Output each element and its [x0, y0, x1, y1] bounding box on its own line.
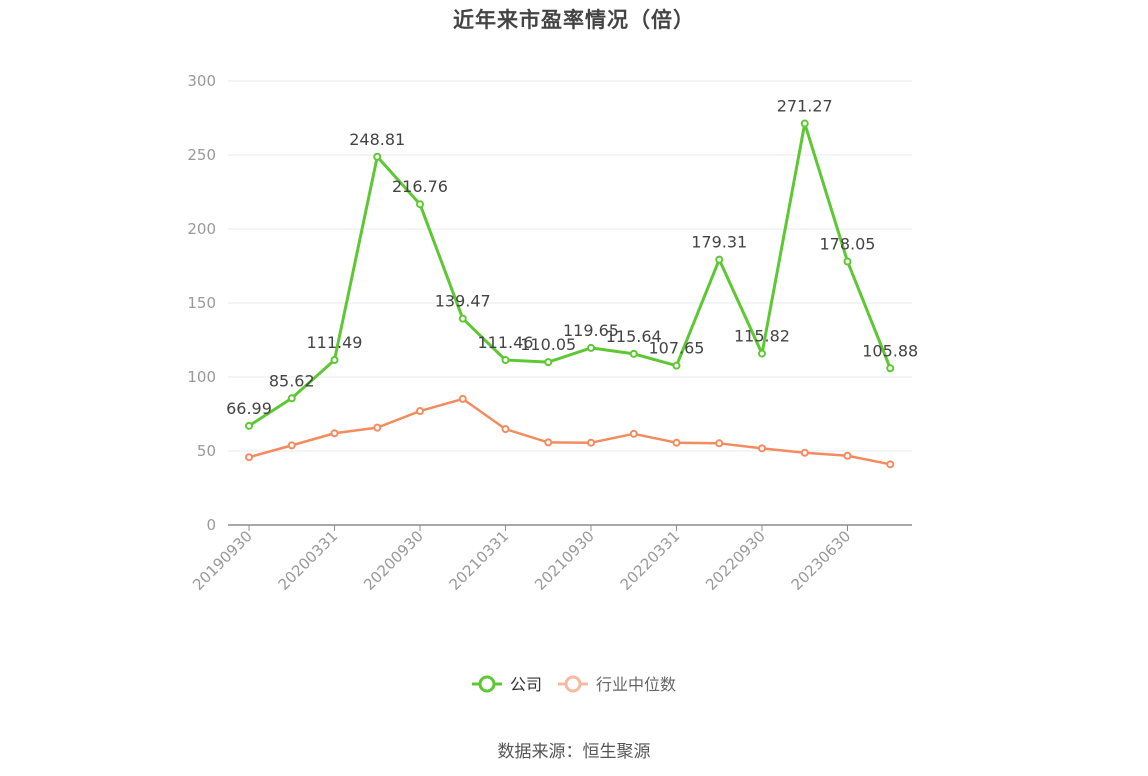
- data-label: 111.46: [478, 333, 534, 352]
- legend-label: 行业中位数: [596, 675, 676, 694]
- x-tick-label: 20220331: [617, 527, 684, 594]
- data-label: 216.76: [392, 177, 448, 196]
- company-series-line: [248, 122, 892, 428]
- company-data-point[interactable]: [544, 358, 553, 367]
- company-data-point[interactable]: [501, 356, 510, 365]
- y-tick-label: 200: [187, 220, 216, 238]
- x-tick-label: 20210930: [531, 527, 598, 594]
- industry-data-point[interactable]: [416, 407, 424, 416]
- data-label: 110.05: [520, 335, 576, 354]
- company-data-point[interactable]: [843, 257, 852, 266]
- company-data-point[interactable]: [416, 200, 424, 209]
- legend-industry[interactable]: 行业中位数: [558, 675, 676, 694]
- industry-data-point[interactable]: [330, 429, 339, 438]
- industry-series-line: [248, 397, 891, 466]
- data-label: 119.65: [563, 321, 619, 340]
- industry-data-point[interactable]: [287, 441, 296, 450]
- data-label: 111.49: [307, 333, 363, 352]
- data-label: 107.65: [649, 339, 705, 358]
- y-tick-label: 0: [206, 516, 216, 534]
- industry-data-point[interactable]: [587, 438, 595, 447]
- x-tick-label: 20190930: [189, 527, 256, 594]
- x-tick-label: 20220930: [702, 527, 769, 594]
- data-label: 139.47: [435, 292, 491, 311]
- data-label: 178.05: [820, 234, 876, 253]
- x-tick-label: 20200930: [360, 527, 427, 594]
- company-data-point[interactable]: [672, 361, 681, 370]
- x-tick-label: 20210331: [446, 527, 513, 594]
- y-tick-label: 300: [187, 72, 216, 90]
- data-label: 105.88: [862, 341, 918, 360]
- company-data-point[interactable]: [330, 355, 339, 364]
- company-data-point[interactable]: [629, 349, 638, 358]
- industry-data-point[interactable]: [758, 444, 766, 453]
- data-label: 179.31: [691, 233, 747, 252]
- industry-data-point[interactable]: [843, 451, 852, 460]
- y-tick-label: 250: [187, 146, 216, 164]
- x-tick-label: 20200331: [275, 527, 342, 594]
- legend-label: 公司: [510, 675, 542, 694]
- industry-data-point[interactable]: [373, 423, 382, 432]
- data-label: 85.62: [269, 371, 315, 390]
- source-note: 数据来源：恒生聚源: [497, 742, 651, 762]
- company-data-point[interactable]: [245, 421, 253, 430]
- company-data-point[interactable]: [373, 152, 382, 161]
- industry-data-point[interactable]: [886, 460, 895, 469]
- company-data-point[interactable]: [587, 343, 595, 352]
- data-label: 248.81: [349, 130, 405, 149]
- legend-marker: [564, 675, 582, 693]
- company-data-point[interactable]: [800, 119, 809, 128]
- y-tick-label: 150: [187, 294, 216, 312]
- company-data-point[interactable]: [287, 394, 296, 403]
- company-data-point[interactable]: [758, 349, 766, 358]
- data-label: 115.82: [734, 327, 790, 346]
- company-data-point[interactable]: [458, 314, 467, 323]
- industry-data-point[interactable]: [800, 448, 809, 457]
- industry-data-point[interactable]: [544, 438, 553, 447]
- chart-title: 近年来市盈率情况（倍）: [453, 8, 695, 32]
- data-label: 115.64: [606, 327, 662, 346]
- legend-marker: [478, 675, 496, 693]
- industry-data-point[interactable]: [458, 394, 467, 403]
- y-tick-label: 50: [197, 442, 216, 460]
- x-tick-label: 20230630: [788, 527, 855, 594]
- legend-company[interactable]: 公司: [472, 675, 542, 694]
- industry-data-point[interactable]: [715, 439, 724, 448]
- company-data-point[interactable]: [715, 255, 724, 264]
- data-label: 271.27: [777, 97, 833, 116]
- industry-data-point[interactable]: [501, 425, 510, 434]
- y-tick-label: 100: [187, 368, 216, 386]
- industry-data-point[interactable]: [672, 438, 681, 447]
- industry-data-point[interactable]: [629, 429, 638, 438]
- industry-data-point[interactable]: [245, 453, 253, 462]
- company-data-point[interactable]: [886, 364, 895, 373]
- data-label: 66.99: [226, 399, 272, 418]
